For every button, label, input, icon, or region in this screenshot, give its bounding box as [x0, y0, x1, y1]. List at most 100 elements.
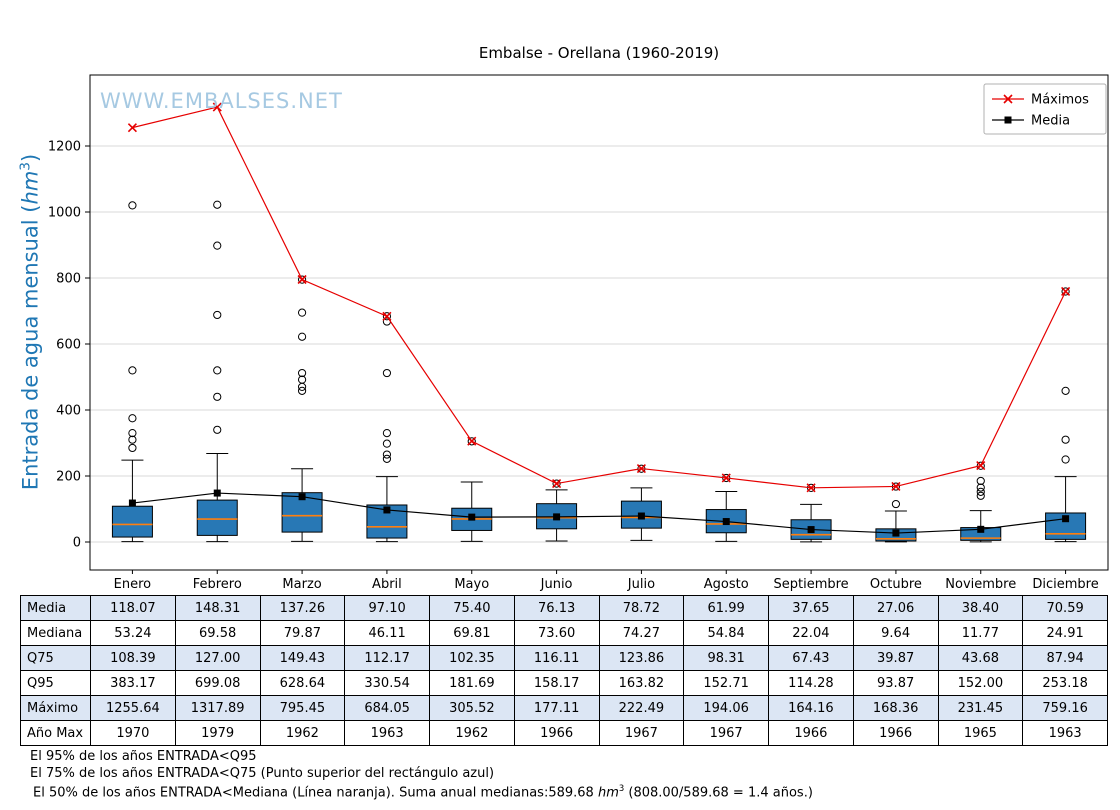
x-tick-label: Octubre	[870, 577, 922, 592]
table-row-año-max: Año Max 1970 1979 1962 1963 1962 1966 1967 1967 1…	[20, 720, 1108, 746]
table-cell: 164.16	[768, 695, 854, 721]
table-cell: 1966	[513, 720, 600, 746]
table-cell: 97.10	[344, 595, 430, 621]
table-cell: 137.26	[259, 595, 346, 621]
table-cell: 181.69	[429, 670, 515, 696]
table-cell: 253.18	[1022, 670, 1108, 696]
box-Enero	[111, 201, 153, 543]
x-tick-label: Abril	[372, 577, 402, 592]
table-cell: 78.72	[598, 595, 685, 621]
table-cell: 67.43	[768, 645, 854, 671]
table-row-media: Media 118.07 148.31 137.26 97.10 75.40 76.13 78…	[20, 595, 1108, 621]
legend-label-maximos: Máximos	[1031, 93, 1089, 108]
table-cell: 1317.89	[174, 695, 261, 721]
table-cell: 163.82	[598, 670, 685, 696]
table-cell: 98.31	[683, 645, 769, 671]
table-row-q95: Q95 383.17 699.08 628.64 330.54 181.69 158.17 1…	[20, 670, 1108, 696]
table-cell: 152.71	[683, 670, 769, 696]
table-cell: 158.17	[513, 670, 600, 696]
table-cell: 27.06	[852, 595, 939, 621]
x-tick-label: Enero	[114, 577, 152, 592]
table-cell: 1970	[90, 720, 176, 746]
legend-label-media: Media	[1031, 114, 1070, 129]
table-cell: 69.81	[429, 620, 515, 646]
svg-text:600: 600	[56, 338, 81, 353]
table-cell: 74.27	[598, 620, 685, 646]
table-cell: 222.49	[598, 695, 685, 721]
table-cell: 61.99	[683, 595, 769, 621]
table-cell: 1967	[683, 720, 769, 746]
x-tick-label: Diciembre	[1032, 577, 1098, 592]
table-cell: 73.60	[513, 620, 600, 646]
table-cell: 127.00	[174, 645, 261, 671]
table-cell: 149.43	[259, 645, 346, 671]
x-tick-label: Noviembre	[945, 577, 1016, 592]
boxplot-chart: 0 200 400 600 800 1000 1200 Enero Febrero Marzo Ab…	[48, 74, 1109, 592]
table-cell: 112.17	[344, 645, 430, 671]
table-cell: 39.87	[852, 645, 939, 671]
legend: Máximos Media	[983, 83, 1107, 135]
row-label: Mediana	[20, 620, 91, 646]
table-cell: 1965	[937, 720, 1024, 746]
table-cell: 24.91	[1022, 620, 1108, 646]
row-label: Q75	[20, 645, 91, 671]
x-tick-label: Junio	[540, 577, 573, 592]
x-tick-label: Mayo	[454, 577, 489, 592]
table-cell: 168.36	[852, 695, 939, 721]
row-label: Año Max	[20, 720, 91, 746]
table-cell: 231.45	[937, 695, 1024, 721]
table-cell: 9.64	[852, 620, 939, 646]
y-axis-ticks: 0 200 400 600 800 1000 1200	[48, 140, 90, 551]
footnote-mediana: El 50% de los años ENTRADA<Mediana (Líne…	[33, 783, 813, 800]
row-label: Máximo	[20, 695, 91, 721]
footnote-mediana-post: (808.00/589.68 = 1.4 años.)	[624, 785, 813, 801]
table-cell: 76.13	[513, 595, 600, 621]
box-Diciembre	[1045, 287, 1087, 543]
table-cell: 70.59	[1022, 595, 1108, 621]
table-cell: 11.77	[937, 620, 1024, 646]
table-cell: 795.45	[259, 695, 346, 721]
footnote-q95: El 95% de los años ENTRADA<Q95	[30, 749, 257, 764]
watermark: WWW.EMBALSES.NET	[100, 89, 343, 113]
table-cell: 46.11	[344, 620, 430, 646]
table-cell: 1966	[768, 720, 854, 746]
table-cell: 759.16	[1022, 695, 1108, 721]
x-tick-label: Febrero	[193, 577, 242, 592]
footnote-mediana-pre: El 50% de los años ENTRADA<Mediana (Líne…	[33, 785, 598, 801]
stats-table: Media 118.07 148.31 137.26 97.10 75.40 76.13 78…	[20, 595, 1108, 746]
x-axis-ticks: Enero Febrero Marzo Abril Mayo Junio Julio Agos…	[114, 570, 1099, 592]
table-cell: 75.40	[429, 595, 515, 621]
footnote-mediana-unit: hm	[597, 785, 619, 801]
table-cell: 1967	[598, 720, 685, 746]
table-cell: 43.68	[937, 645, 1024, 671]
table-cell: 383.17	[90, 670, 176, 696]
chart-title: Embalse - Orellana (1960-2019)	[478, 44, 720, 62]
plot-border	[89, 74, 1109, 571]
svg-text:1200: 1200	[48, 140, 81, 155]
stats-table-body: Media 118.07 148.31 137.26 97.10 75.40 76.13 78…	[20, 595, 1108, 746]
x-tick-label: Julio	[627, 577, 655, 592]
row-label: Q95	[20, 670, 91, 696]
table-cell: 93.87	[852, 670, 939, 696]
row-label: Media	[20, 595, 91, 621]
maximos-line	[127, 102, 1071, 493]
table-cell: 87.94	[1022, 645, 1108, 671]
table-cell: 79.87	[259, 620, 346, 646]
table-cell: 123.86	[598, 645, 685, 671]
x-tick-label: Septiembre	[773, 577, 848, 592]
svg-text:1000: 1000	[48, 206, 81, 221]
table-cell: 53.24	[90, 620, 176, 646]
table-cell: 194.06	[683, 695, 769, 721]
footnote-mediana-exponent: 3	[618, 783, 625, 793]
table-cell: 1255.64	[90, 695, 176, 721]
table-cell: 69.58	[174, 620, 261, 646]
table-cell: 118.07	[90, 595, 176, 621]
table-cell: 114.28	[768, 670, 854, 696]
box-Julio	[620, 464, 662, 541]
box-Noviembre	[960, 461, 1002, 543]
table-cell: 1963	[1022, 720, 1108, 746]
table-cell: 1962	[259, 720, 346, 746]
footnote-q75: El 75% de los años ENTRADA<Q75 (Punto su…	[30, 766, 495, 781]
table-cell: 54.84	[683, 620, 769, 646]
